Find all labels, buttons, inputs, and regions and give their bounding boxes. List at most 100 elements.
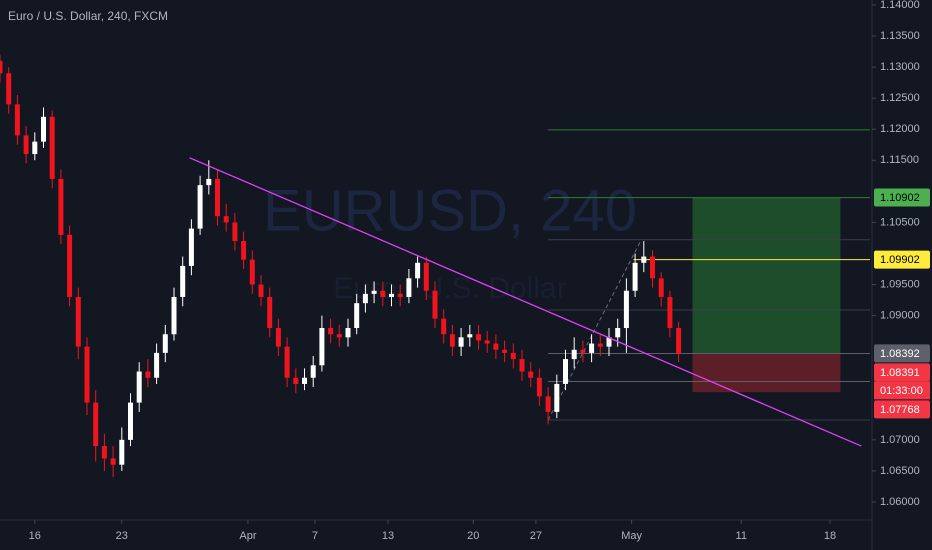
candle-body: [215, 178, 220, 217]
price-badge-label: 1.09902: [880, 254, 920, 266]
candle-body: [93, 402, 99, 447]
candle-body: [162, 334, 168, 353]
price-badge-label: 1.08391: [880, 367, 920, 379]
candle-body: [310, 365, 316, 378]
candle-body: [641, 256, 647, 263]
candle-body: [180, 265, 186, 297]
watermark-sub: Euro / U.S. Dollar: [333, 272, 566, 305]
candle-body: [258, 284, 264, 297]
x-tick-label: May: [621, 530, 642, 542]
y-tick-label: 1.14000: [880, 0, 920, 11]
candle-body: [589, 343, 595, 353]
candle-body: [510, 352, 516, 360]
candle-body: [267, 296, 273, 329]
loss-zone: [692, 353, 841, 393]
candle-body: [545, 396, 551, 412]
candle-body: [284, 346, 290, 378]
candle-body: [476, 334, 481, 341]
candle-body: [406, 278, 412, 297]
countdown-label: 01:33:00: [880, 385, 923, 397]
candle-body: [188, 228, 194, 266]
candle-body: [336, 334, 342, 338]
candle-body: [49, 116, 55, 179]
candle-body: [528, 371, 534, 378]
price-badge: [874, 363, 930, 382]
candle-body: [502, 349, 508, 353]
axes: 1.14000 1.13500 1.13000 1.12500 1.12000 1.115…: [29, 0, 930, 542]
candle-body: [676, 328, 682, 354]
candle-body: [0, 60, 3, 74]
x-tick-label: 13: [382, 530, 394, 542]
x-tick-label: 23: [116, 530, 128, 542]
y-tick-label: 1.11500: [880, 154, 919, 166]
y-tick-label: 1.07000: [880, 434, 920, 446]
candle-body: [563, 359, 568, 384]
candle-body: [75, 296, 81, 347]
countdown-badge: [874, 381, 930, 400]
x-tick-label: 16: [29, 530, 41, 542]
candle-body: [571, 349, 577, 360]
candle-body: [197, 185, 203, 229]
candle-body: [632, 262, 638, 291]
candle-body: [58, 178, 64, 235]
candle-body: [119, 439, 125, 465]
candles: [0, 54, 682, 478]
x-tick-label: 11: [736, 530, 747, 542]
candle-body: [389, 293, 394, 297]
candle-body: [223, 216, 229, 223]
price-badge-label: 1.08392: [880, 348, 920, 360]
price-badge: [874, 188, 930, 207]
watermark: EURUSD, 240: [263, 178, 637, 243]
price-badge: [874, 344, 930, 363]
candle-body: [249, 259, 255, 285]
y-tick-label: 1.09500: [880, 278, 920, 290]
candle-body: [519, 359, 525, 372]
y-tick-label: 1.12500: [880, 92, 920, 104]
candle-body: [32, 141, 38, 155]
candle-body: [145, 371, 151, 378]
candle-body: [101, 446, 107, 459]
candle-body: [449, 334, 455, 347]
candle-body: [432, 290, 438, 319]
candle-body: [458, 337, 464, 347]
x-tick-label: 18: [824, 530, 836, 542]
candle-body: [493, 343, 499, 350]
candle-body: [597, 343, 603, 347]
x-tick-label: 7: [312, 530, 318, 542]
price-badge: [874, 250, 930, 269]
candle-body: [484, 340, 490, 344]
candle-body: [615, 328, 621, 338]
chart-title: Euro / U.S. Dollar, 240, FXCM: [8, 9, 168, 23]
candle-body: [136, 371, 142, 403]
y-tick-label: 1.06000: [880, 496, 920, 508]
y-tick-label: 1.13500: [880, 30, 920, 42]
candle-body: [302, 377, 307, 384]
candle-body: [84, 346, 90, 403]
candle-body: [441, 318, 447, 335]
candle-body: [554, 383, 560, 412]
candle-body: [536, 377, 542, 397]
candle-body: [319, 328, 325, 366]
candle-body: [41, 116, 46, 142]
candle-body: [623, 290, 629, 329]
candle-body: [23, 135, 29, 155]
price-badge: [874, 400, 930, 419]
candle-body: [275, 328, 281, 347]
candle-body: [14, 104, 20, 136]
candle-body: [206, 178, 212, 186]
candle-body: [110, 458, 116, 465]
candle-body: [371, 290, 377, 294]
candle-body: [345, 328, 351, 338]
candle-body: [293, 377, 299, 384]
x-tick-label: 27: [530, 530, 542, 542]
candle-body: [423, 262, 429, 291]
candle-body: [241, 241, 247, 260]
price-badge-label: 1.10902: [880, 192, 920, 204]
candle-body: [667, 296, 673, 329]
candle-body: [328, 328, 334, 335]
candle-body: [415, 262, 421, 279]
candle-body: [354, 303, 360, 329]
candle-body: [606, 337, 612, 347]
